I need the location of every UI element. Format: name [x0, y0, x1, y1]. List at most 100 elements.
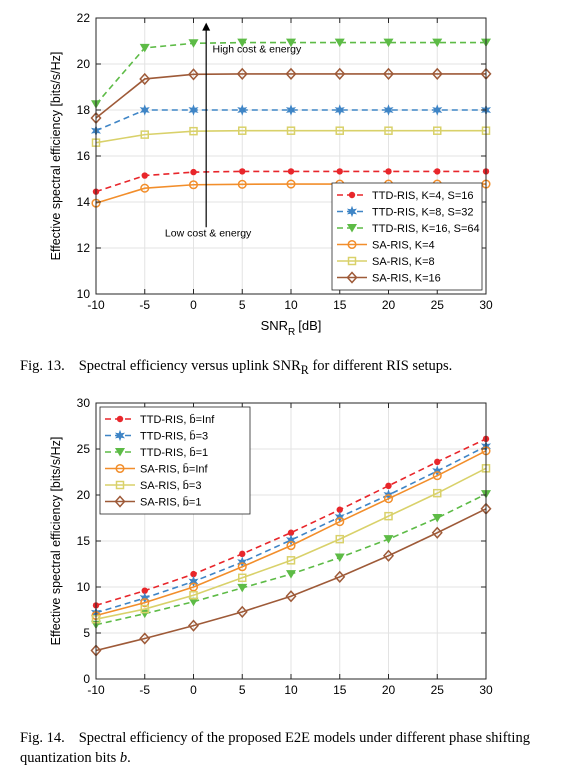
data-point-3-1: [140, 598, 150, 608]
legend-label-2: TTD-RIS, b̄=1: [140, 446, 208, 459]
annotation-1: Low cost & energy: [165, 228, 252, 240]
data-point-2-6: [383, 38, 394, 48]
x-tick-label: 10: [284, 683, 298, 697]
y-tick-label: 22: [77, 11, 91, 25]
x-axis-label-sub: R: [288, 327, 295, 338]
data-point-4-7: [433, 126, 442, 135]
data-point-0-5: [336, 168, 343, 175]
legend-marker-2: [115, 448, 125, 457]
legend-marker-4: [115, 480, 125, 490]
data-point-1-6: [383, 104, 394, 116]
legend-label-4: SA-RIS, b̄=3: [140, 479, 201, 492]
series-line-3: [95, 450, 487, 617]
figure-14: -10 -5 0 5 10 15 20 25 30 0 5 10 15 20 25 30 Effective s…: [0, 388, 578, 723]
data-point-5-5: [334, 570, 346, 584]
data-point-5-2: [187, 619, 200, 632]
x-axis-label-unit: [dB]: [298, 318, 321, 333]
data-point-3-4: [286, 179, 296, 189]
data-point-1-7: [432, 104, 443, 116]
data-point-2-7: [432, 514, 443, 523]
legend-label-1: TTD-RIS, b̄=3: [140, 430, 208, 443]
data-point-3-6: [383, 494, 394, 504]
caption-14-text: Spectral efficiency of the proposed E2E …: [20, 730, 530, 766]
legend-label-0: TTD-RIS, b̄=Inf: [140, 413, 215, 426]
data-point-2-1: [139, 43, 150, 53]
x-tick-label: 5: [239, 298, 246, 312]
data-point-3-4: [286, 541, 296, 551]
caption-13-tail: for different RIS setups.: [308, 358, 453, 374]
y-tick-label: 10: [77, 287, 91, 301]
legend-13: TTD-RIS, K=4, S=16 TTD-RIS, K=8, S=32 TTD-…: [331, 182, 483, 291]
legend-marker-3: [347, 239, 357, 250]
series-line-1: [95, 445, 487, 614]
data-point-0-3: [239, 168, 246, 175]
data-point-1-1: [139, 104, 150, 116]
data-point-5-3: [236, 67, 248, 81]
y-tick-label: 30: [77, 396, 91, 410]
legend-box: [99, 406, 251, 515]
x-tick-label: 15: [333, 298, 347, 312]
y-tick-label: 14: [77, 195, 91, 209]
data-point-3-7: [432, 471, 442, 481]
legend-marker-3: [115, 463, 125, 474]
x-tick-label: 30: [479, 298, 493, 312]
data-point-1-5: [334, 511, 345, 523]
caption-13-sub: R: [300, 362, 309, 377]
y-axis-label-14: Effective spectral efficiency [bits/s/Hz…: [49, 437, 63, 646]
data-point-1-2: [188, 104, 199, 116]
legend-label-5: SA-RIS, K=16: [372, 273, 441, 285]
y-tick-label: 10: [77, 580, 91, 594]
caption-14-tail: .: [127, 750, 131, 766]
data-point-4-7: [433, 488, 442, 498]
series-line-4: [95, 129, 486, 144]
x-axis-label-13: SNRR [dB]: [261, 318, 322, 338]
y-tick-label: 15: [77, 534, 91, 548]
y-tick-label: 5: [83, 626, 90, 640]
data-point-1-3: [237, 556, 248, 568]
data-point-2-2: [188, 39, 199, 48]
data-point-1-1: [139, 592, 150, 604]
data-point-3-3: [237, 179, 247, 189]
x-tick-label: 0: [190, 298, 197, 312]
series-line-0: [95, 438, 487, 607]
x-tick-label: -10: [87, 298, 105, 312]
y-tick-label: 25: [77, 442, 91, 456]
data-point-0-2: [190, 570, 197, 578]
data-point-0-6: [385, 168, 392, 175]
annotation-arrow-head: [202, 22, 211, 31]
data-point-3-2: [188, 582, 199, 592]
data-point-4-1: [140, 604, 149, 614]
data-point-3-3: [237, 562, 247, 572]
annotation-0: High cost & energy: [213, 44, 302, 56]
x-tick-label: 20: [382, 298, 396, 312]
data-point-5-6: [382, 67, 395, 81]
data-point-3-1: [140, 183, 150, 193]
y-tick-label: 20: [77, 488, 91, 502]
x-tick-label: -5: [139, 683, 150, 697]
x-tick-label: 20: [382, 683, 396, 697]
legend-marker-1: [346, 205, 358, 218]
x-tick-label: 10: [284, 298, 298, 312]
data-point-4-2: [189, 591, 198, 600]
legend-label-5: SA-RIS, b̄=1: [140, 496, 201, 509]
legend-label-2: TTD-RIS, K=16, S=64: [372, 223, 480, 235]
data-point-5-4: [285, 67, 297, 81]
caption-13-text: Spectral efficiency versus uplink SNR: [78, 358, 301, 374]
data-point-0-4: [287, 529, 295, 536]
legend-marker-5: [114, 495, 126, 508]
data-point-0-1: [141, 172, 148, 179]
y-axis-label-13: Effective spectral efficiency [bits/s/Hz…: [49, 52, 63, 261]
data-point-2-7: [432, 38, 443, 48]
legend-marker-4: [347, 256, 357, 266]
chart-14: -10 -5 0 5 10 15 20 25 30 0 5 10 15 20 25 30 Effective s…: [49, 396, 493, 723]
y-tick-label: 20: [77, 57, 91, 71]
x-tick-label: 25: [431, 683, 445, 697]
data-point-5-4: [285, 590, 297, 603]
chart-13: -10 -5 0 5 10 15 20 25 30 10 12 14 16 18 20 22 Effective…: [49, 11, 493, 338]
figure-13: -10 -5 0 5 10 15 20 25 30 10 12 14 16 18 20 22 Effective…: [0, 0, 578, 340]
series-line-4: [95, 467, 487, 620]
data-point-1-4: [285, 534, 297, 546]
legend-marker-0: [116, 415, 124, 423]
data-point-0-3: [239, 550, 246, 558]
caption-14: Fig. 14. Spectral efficiency of the propo…: [20, 728, 568, 768]
